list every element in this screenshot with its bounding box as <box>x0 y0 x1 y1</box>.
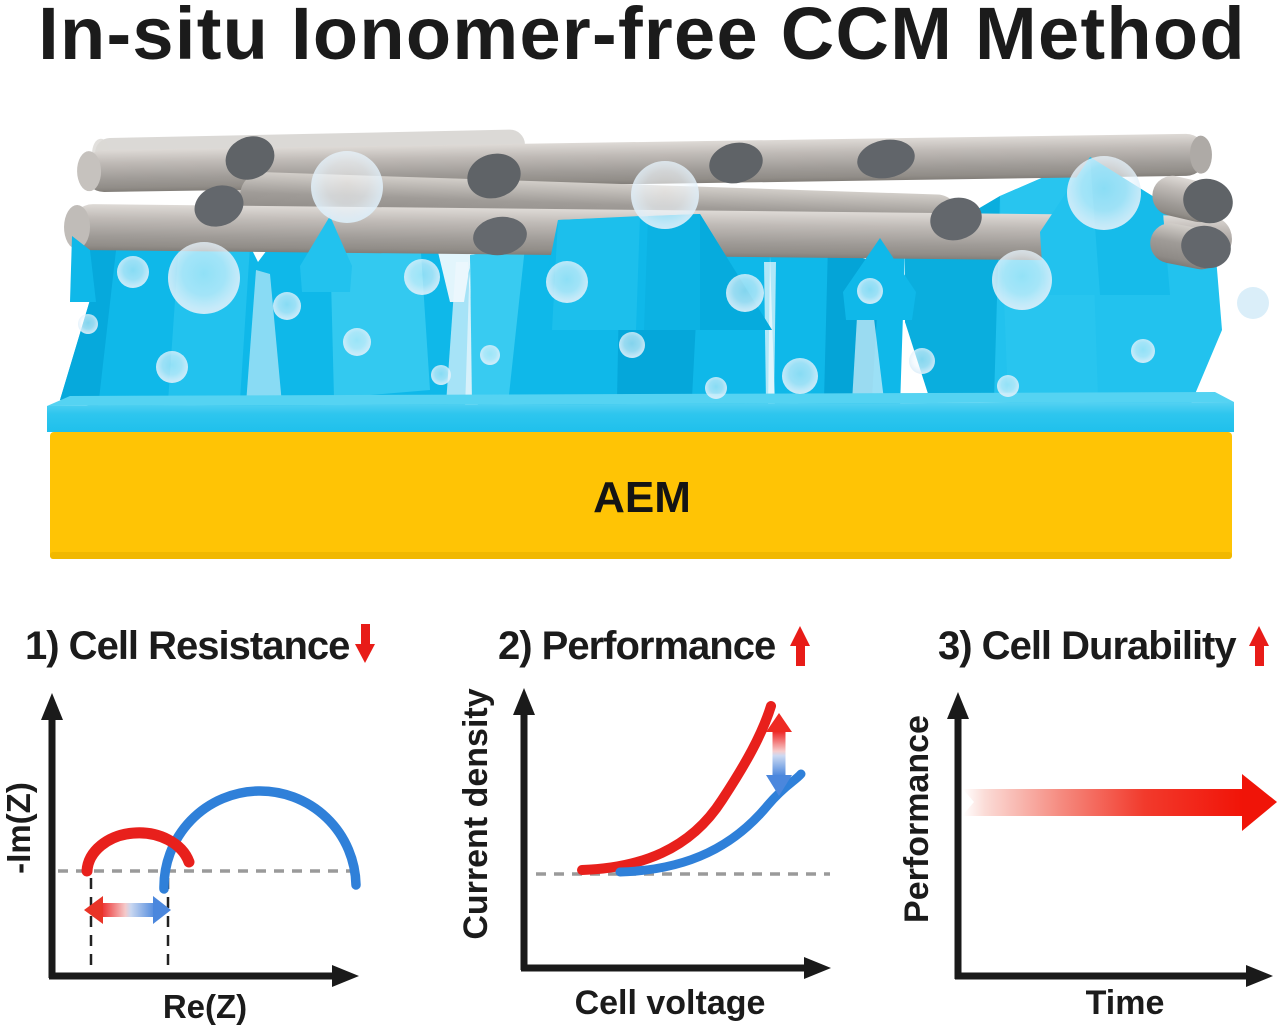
svg-text:Cell voltage: Cell voltage <box>575 984 766 1022</box>
svg-text:Re(Z): Re(Z) <box>163 988 247 1025</box>
svg-text:Time: Time <box>1086 984 1165 1022</box>
svg-text:Current density: Current density <box>457 688 495 939</box>
svg-text:-Im(Z): -Im(Z) <box>0 782 37 874</box>
svg-text:1) Cell Resistance: 1) Cell Resistance <box>25 624 349 668</box>
svg-text:AEM: AEM <box>593 473 691 522</box>
svg-text:2) Performance: 2) Performance <box>498 624 775 668</box>
svg-text:In-situ Ionomer-free CCM Metho: In-situ Ionomer-free CCM Method <box>38 0 1246 75</box>
svg-text:3) Cell Durability: 3) Cell Durability <box>938 624 1237 668</box>
svg-text:Performance: Performance <box>898 715 936 923</box>
